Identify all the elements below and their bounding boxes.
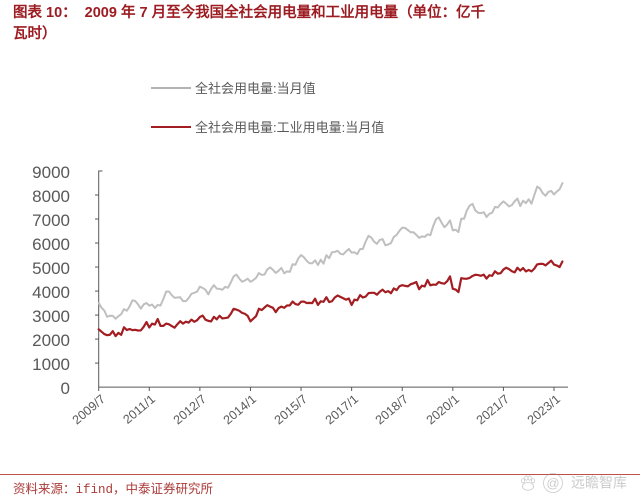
- svg-text:远瞻智库: 远瞻智库: [571, 474, 627, 490]
- svg-text:@: @: [546, 475, 559, 490]
